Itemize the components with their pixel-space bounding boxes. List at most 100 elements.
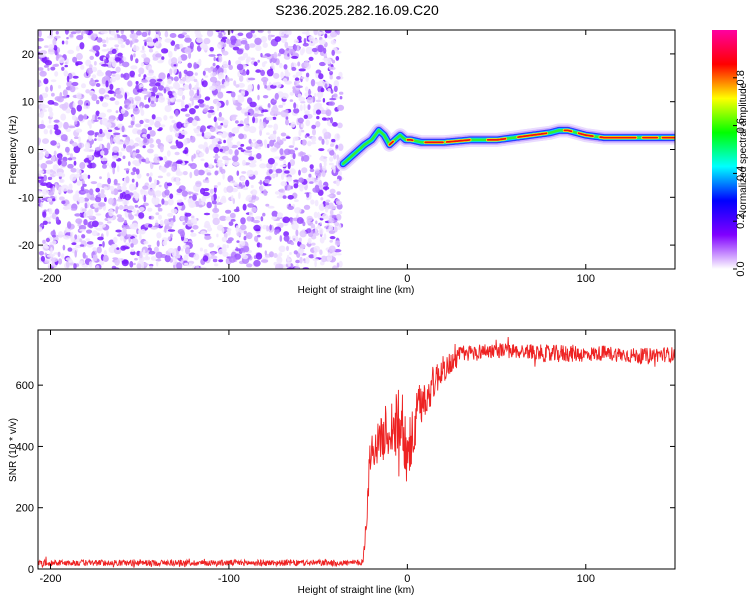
- noise-speckle: [263, 139, 268, 147]
- noise-speckle: [195, 33, 203, 39]
- noise-speckle: [305, 30, 310, 37]
- noise-speckle: [38, 163, 41, 167]
- noise-speckle: [334, 222, 340, 227]
- noise-speckle: [290, 241, 295, 246]
- noise-speckle: [84, 202, 88, 209]
- noise-speckle: [321, 138, 325, 145]
- noise-speckle: [177, 228, 185, 235]
- noise-speckle: [85, 30, 89, 35]
- noise-speckle: [105, 96, 110, 101]
- noise-speckle: [324, 83, 328, 89]
- noise-speckle: [308, 35, 314, 42]
- noise-speckle: [87, 174, 91, 179]
- noise-speckle: [252, 143, 256, 147]
- noise-speckle: [297, 117, 304, 124]
- noise-speckle: [328, 162, 334, 166]
- noise-speckle: [96, 37, 103, 43]
- noise-speckle: [313, 211, 318, 218]
- noise-speckle: [334, 240, 341, 246]
- noise-speckle: [44, 60, 53, 66]
- noise-speckle: [176, 262, 183, 269]
- noise-speckle: [39, 82, 43, 86]
- noise-speckle: [132, 167, 137, 173]
- snr-series-line: [38, 336, 675, 568]
- noise-speckle: [328, 245, 336, 253]
- noise-speckle: [317, 82, 322, 87]
- noise-speckle: [143, 190, 149, 196]
- y-tick-label: 200: [16, 503, 34, 515]
- noise-speckle: [246, 169, 255, 177]
- x-tick-label: 100: [577, 273, 595, 285]
- noise-speckle: [285, 136, 291, 139]
- noise-speckle: [197, 99, 205, 104]
- noise-speckle: [147, 189, 155, 196]
- colorbar-tick-label: 0.0: [735, 261, 747, 276]
- noise-speckle: [89, 92, 94, 96]
- noise-speckle: [77, 196, 85, 204]
- noise-speckle: [223, 139, 227, 144]
- noise-speckle: [304, 110, 310, 115]
- noise-speckle: [40, 255, 46, 262]
- noise-speckle: [141, 53, 147, 59]
- noise-speckle: [136, 129, 142, 135]
- noise-speckle: [263, 189, 267, 196]
- noise-speckle: [55, 216, 60, 223]
- noise-speckle: [71, 242, 77, 246]
- noise-speckle: [71, 81, 79, 87]
- noise-speckle: [323, 131, 332, 139]
- noise-speckle: [245, 179, 250, 187]
- noise-speckle: [328, 224, 334, 232]
- noise-speckle: [311, 135, 317, 143]
- noise-speckle: [50, 257, 59, 263]
- noise-speckle: [329, 236, 336, 240]
- noise-speckle: [297, 93, 302, 99]
- noise-speckle: [250, 184, 254, 189]
- noise-speckle: [320, 197, 324, 201]
- noise-speckle: [204, 96, 211, 101]
- noise-speckle: [283, 235, 290, 242]
- noise-speckle: [135, 168, 140, 175]
- noise-speckle: [130, 65, 138, 70]
- noise-speckle: [156, 240, 160, 247]
- noise-speckle: [142, 249, 146, 256]
- noise-speckle: [74, 136, 79, 139]
- noise-speckle: [241, 171, 247, 174]
- noise-speckle: [260, 216, 264, 222]
- noise-speckle: [282, 195, 287, 199]
- noise-speckle: [39, 224, 44, 227]
- noise-speckle: [286, 261, 292, 265]
- noise-speckle: [292, 136, 299, 142]
- noise-speckle: [262, 95, 269, 99]
- noise-speckle: [257, 113, 264, 117]
- noise-speckle: [262, 212, 266, 217]
- noise-speckle: [124, 139, 130, 146]
- noise-speckle: [253, 113, 259, 118]
- noise-speckle: [50, 169, 54, 173]
- noise-speckle: [297, 61, 301, 67]
- noise-speckle: [131, 238, 139, 245]
- noise-speckle: [237, 70, 240, 78]
- noise-speckle: [323, 233, 327, 241]
- noise-speckle: [139, 119, 144, 125]
- noise-speckle: [209, 126, 216, 133]
- noise-speckle: [304, 60, 310, 68]
- noise-speckle: [129, 261, 134, 268]
- noise-speckle: [242, 52, 249, 58]
- noise-speckle: [60, 134, 68, 142]
- noise-speckle: [135, 123, 142, 128]
- noise-speckle: [85, 238, 91, 242]
- noise-speckle: [88, 261, 93, 268]
- noise-speckle: [125, 246, 130, 250]
- noise-speckle: [111, 155, 119, 160]
- noise-speckle: [310, 199, 315, 205]
- noise-speckle: [193, 153, 196, 159]
- noise-speckle: [313, 103, 320, 110]
- noise-speckle: [155, 41, 159, 47]
- noise-speckle: [184, 212, 192, 217]
- noise-speckle: [102, 254, 109, 263]
- noise-speckle: [187, 62, 192, 69]
- noise-speckle: [72, 56, 78, 63]
- noise-speckle: [204, 162, 209, 168]
- noise-speckle: [281, 173, 285, 180]
- noise-speckle: [149, 118, 155, 126]
